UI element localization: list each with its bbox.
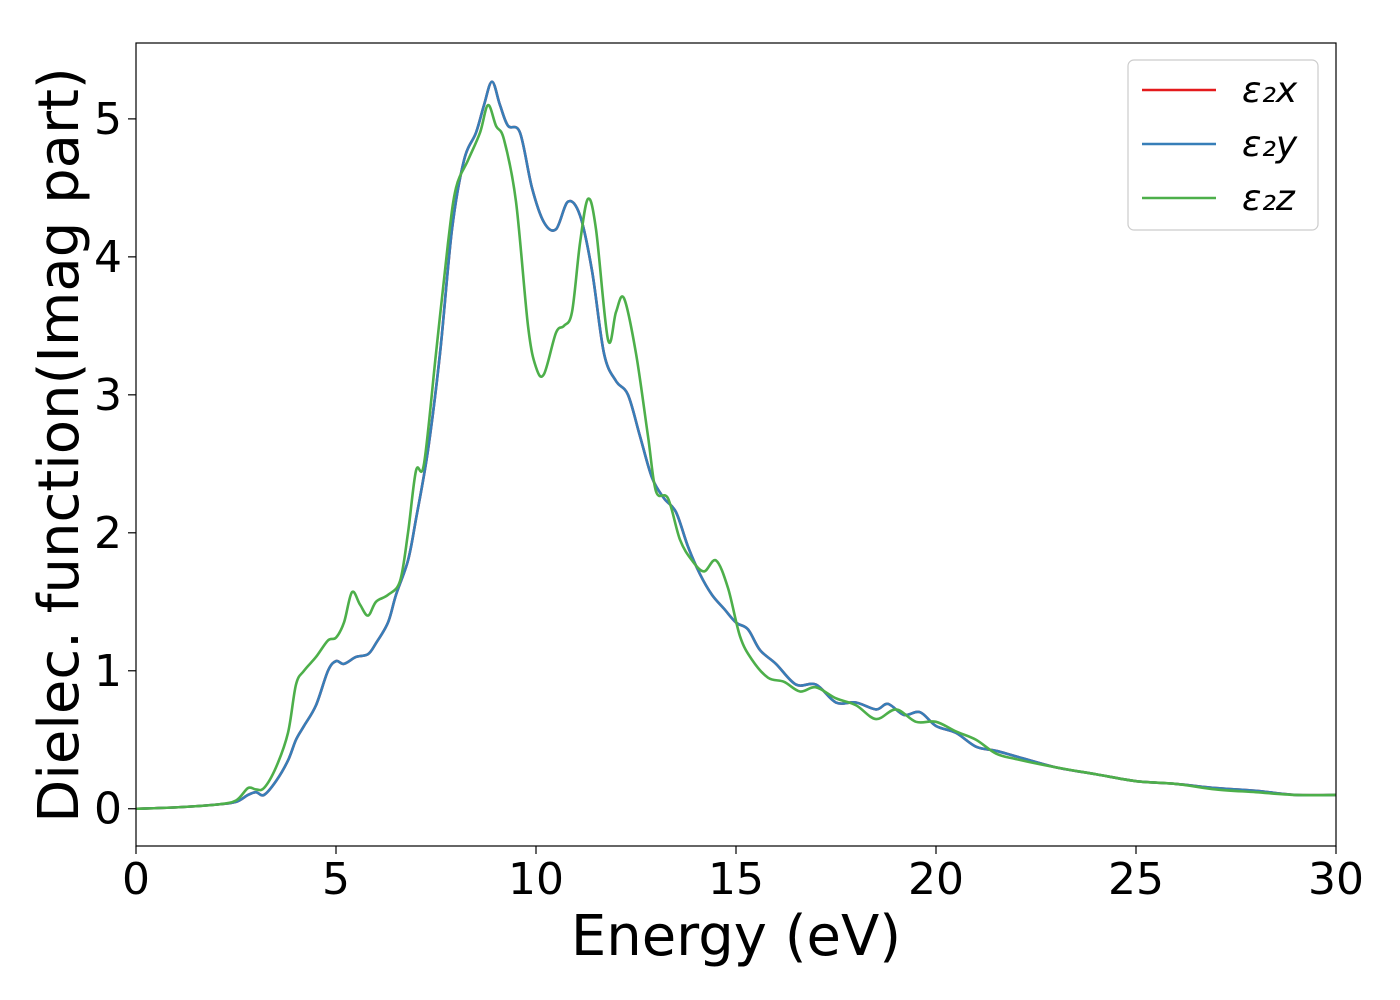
y-axis-label: Dielec. function(Imag part): [27, 67, 92, 823]
y-tick-label: 1: [94, 646, 122, 697]
y-tick-label: 0: [94, 784, 122, 835]
legend-box: [1127, 59, 1319, 231]
x-tick-label: 25: [1108, 854, 1164, 905]
plot-frame: [135, 42, 1337, 847]
x-axis-label: Energy (eV): [571, 904, 901, 969]
x-tick-label: 20: [908, 854, 964, 905]
x-tick-label: 15: [708, 854, 764, 905]
legend-label: ε₂z: [1242, 178, 1296, 219]
series-lines: [136, 80, 1336, 811]
x-tick-label: 10: [508, 854, 564, 905]
x-tick-label: 30: [1308, 854, 1364, 905]
x-tick-label: 5: [322, 854, 350, 905]
y-tick-label: 2: [94, 508, 122, 559]
plot-area: [136, 80, 1336, 811]
legend-label: ε₂y: [1242, 124, 1298, 165]
y-tick-label: 3: [94, 370, 122, 421]
y-tick-label: 4: [94, 232, 122, 283]
ticks-layer: 0 5 10 15 20 25 30 0 1 2 3 4 5: [94, 94, 1364, 905]
y-tick-label: 5: [94, 94, 122, 145]
x-tick-label: 0: [122, 854, 150, 905]
legend: ε₂x ε₂y ε₂z: [1127, 59, 1319, 231]
legend-label: ε₂x: [1242, 70, 1298, 111]
series-line-3: [136, 103, 1336, 811]
